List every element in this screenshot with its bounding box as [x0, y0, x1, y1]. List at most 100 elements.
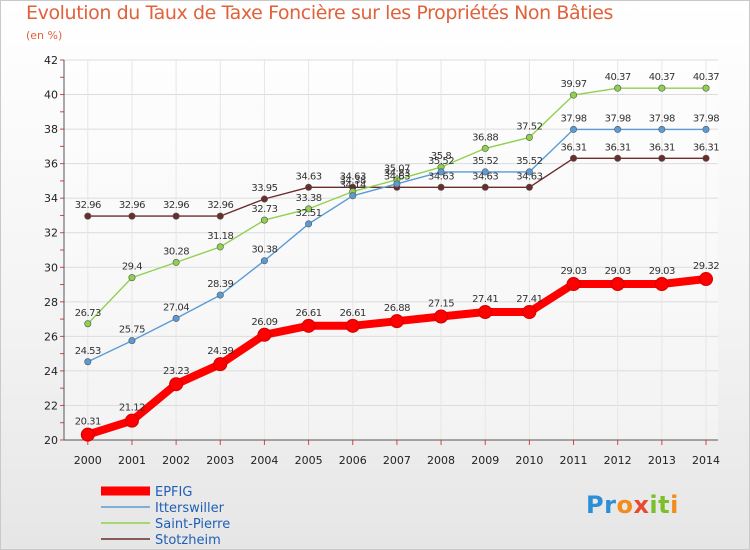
data-label-epfig: 26.61: [296, 308, 322, 319]
data-label-saint-pierre: 37.52: [516, 121, 542, 132]
data-label-epfig: 29.32: [693, 261, 719, 272]
data-point-itterswiller: [216, 291, 224, 299]
data-label-saint-pierre: 29.4: [122, 262, 142, 273]
data-label-saint-pierre: 30.28: [163, 246, 189, 257]
data-label-itterswiller: 30.38: [251, 245, 277, 256]
x-tick-label: 2002: [162, 454, 190, 467]
data-label-epfig: 27.41: [472, 294, 498, 305]
data-point-saint-pierre: [481, 144, 489, 152]
y-tick-label: 28: [44, 296, 58, 309]
data-label-saint-pierre: 26.73: [75, 308, 101, 319]
x-tick-label: 2008: [427, 454, 455, 467]
data-label-itterswiller: 35.52: [428, 156, 454, 167]
data-label-itterswiller: 35.52: [516, 156, 542, 167]
y-tick-label: 32: [44, 227, 58, 240]
proxiti-logo: Proxiti: [586, 491, 679, 519]
data-label-saint-pierre: 36.88: [472, 132, 498, 143]
y-tick-label: 26: [44, 330, 58, 343]
data-label-itterswiller: 34.14: [340, 180, 366, 191]
data-point-itterswiller: [393, 180, 401, 188]
data-point-itterswiller: [570, 125, 578, 133]
data-point-stotzheim: [481, 183, 489, 191]
data-label-saint-pierre: 31.18: [207, 231, 233, 242]
data-point-itterswiller: [437, 168, 445, 176]
data-point-epfig: [389, 314, 404, 329]
data-point-itterswiller: [702, 125, 710, 133]
data-point-saint-pierre: [172, 258, 180, 266]
data-label-stotzheim: 34.63: [428, 171, 454, 182]
data-point-saint-pierre: [570, 91, 578, 99]
x-tick-label: 2010: [515, 454, 543, 467]
data-point-itterswiller: [481, 168, 489, 176]
x-tick-label: 2009: [471, 454, 499, 467]
data-label-stotzheim: 36.31: [605, 142, 631, 153]
data-point-epfig: [80, 427, 95, 442]
y-tick-label: 30: [44, 261, 58, 274]
x-tick-label: 2014: [692, 454, 720, 467]
data-label-saint-pierre: 35.07: [384, 164, 410, 175]
y-tick-label: 22: [44, 399, 58, 412]
data-label-stotzheim: 34.63: [472, 171, 498, 182]
data-point-saint-pierre: [658, 84, 666, 92]
data-labels-layer: 32.96 32.96 32.96 32.96 33.95 34.63 34.63 34.63…: [75, 72, 720, 428]
chart-unit-label: (en %): [26, 29, 63, 42]
data-point-itterswiller: [84, 358, 92, 366]
data-point-stotzheim: [525, 183, 533, 191]
data-point-epfig: [345, 318, 360, 333]
data-point-epfig: [301, 318, 316, 333]
data-point-stotzheim: [84, 212, 92, 220]
data-label-epfig: 29.03: [649, 266, 675, 277]
data-label-stotzheim: 34.63: [340, 171, 366, 182]
data-point-stotzheim: [260, 195, 268, 203]
data-point-epfig: [566, 277, 581, 292]
x-tick-label: 2005: [295, 454, 323, 467]
data-point-epfig: [213, 357, 228, 372]
chart-title: Evolution du Taux de Taxe Foncière sur l…: [26, 2, 614, 24]
data-label-itterswiller: 25.75: [119, 325, 145, 336]
data-label-epfig: 27.15: [428, 299, 454, 310]
data-label-epfig: 26.88: [384, 303, 410, 314]
data-point-epfig: [610, 277, 625, 292]
y-tick-label: 34: [44, 192, 58, 205]
data-point-stotzheim: [570, 154, 578, 162]
y-tick-label: 38: [44, 123, 58, 136]
data-point-stotzheim: [128, 212, 136, 220]
data-point-epfig: [124, 413, 139, 428]
data-label-itterswiller: 24.53: [75, 346, 101, 357]
data-point-saint-pierre: [216, 243, 224, 251]
data-point-itterswiller: [305, 220, 313, 228]
data-point-stotzheim: [614, 154, 622, 162]
data-label-saint-pierre: 40.37: [605, 72, 631, 83]
data-point-stotzheim: [658, 154, 666, 162]
data-label-epfig: 20.31: [75, 417, 101, 428]
data-label-epfig: 23.23: [163, 366, 189, 377]
data-label-epfig: 24.39: [207, 346, 233, 357]
y-tick-label: 42: [44, 54, 58, 67]
data-label-itterswiller: 37.98: [560, 113, 586, 124]
y-tick-label: 24: [44, 365, 58, 378]
data-point-epfig: [434, 309, 449, 324]
data-label-epfig: 21.12: [119, 403, 145, 414]
data-label-stotzheim: 34.63: [296, 171, 322, 182]
x-tick-label: 2003: [206, 454, 234, 467]
data-point-stotzheim: [437, 183, 445, 191]
data-label-epfig: 26.61: [340, 308, 366, 319]
grid-layer: [64, 59, 718, 441]
data-point-epfig: [699, 272, 713, 287]
data-label-saint-pierre: 39.97: [560, 79, 586, 90]
data-point-saint-pierre: [614, 84, 622, 92]
data-label-saint-pierre: 33.38: [296, 193, 322, 204]
data-point-epfig: [169, 377, 184, 392]
data-point-itterswiller: [128, 337, 136, 345]
data-label-itterswiller: 37.98: [649, 113, 675, 124]
data-point-saint-pierre: [84, 320, 92, 328]
data-label-saint-pierre: 35.8: [431, 151, 451, 162]
data-label-stotzheim: 32.96: [163, 200, 189, 211]
data-point-itterswiller: [525, 168, 533, 176]
y-tick-label: 40: [44, 89, 58, 102]
data-point-epfig: [654, 277, 669, 292]
data-point-itterswiller: [260, 257, 268, 265]
